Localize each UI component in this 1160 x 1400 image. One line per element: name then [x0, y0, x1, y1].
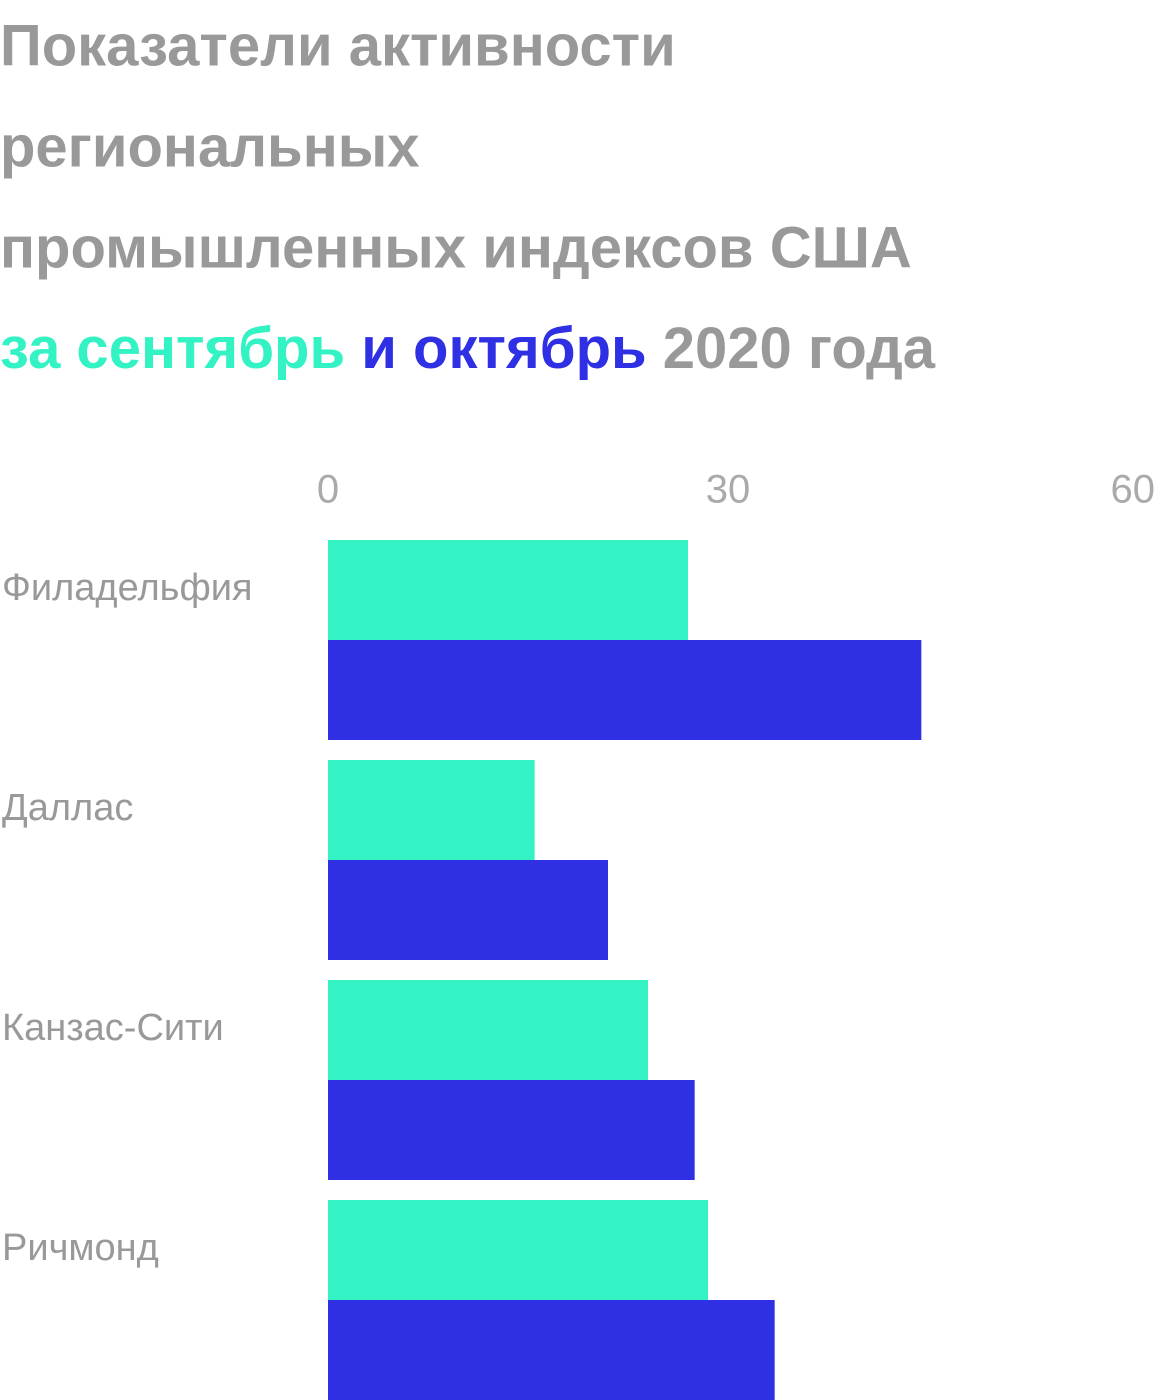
legend-entry: за сентябрь	[0, 316, 345, 381]
y-tick-label: Канзас-Сити	[2, 1007, 224, 1049]
bar	[328, 540, 688, 640]
subtitle-text: 2020 года	[663, 316, 936, 381]
legend-entry: и октябрь	[361, 316, 646, 381]
bar	[328, 860, 608, 960]
bar	[328, 640, 922, 740]
y-tick-label: Ричмонд	[2, 1227, 159, 1269]
bar	[328, 760, 535, 860]
x-tick-label: 0	[317, 468, 339, 512]
chart-title: промышленных индексов США	[0, 215, 912, 280]
subtitle: за сентябрь и октябрь 2020 года	[0, 316, 936, 381]
chart-title: региональных	[0, 114, 420, 179]
bar	[328, 1300, 775, 1400]
y-tick-label: Филадельфия	[2, 567, 253, 609]
y-tick-label: Даллас	[2, 787, 133, 829]
chart-title: Показатели активности	[0, 13, 676, 78]
x-tick-label: 30	[706, 468, 751, 512]
bar	[328, 1200, 708, 1300]
bar	[328, 1080, 695, 1180]
bar	[328, 980, 648, 1080]
x-tick-label: 60	[1111, 468, 1156, 512]
